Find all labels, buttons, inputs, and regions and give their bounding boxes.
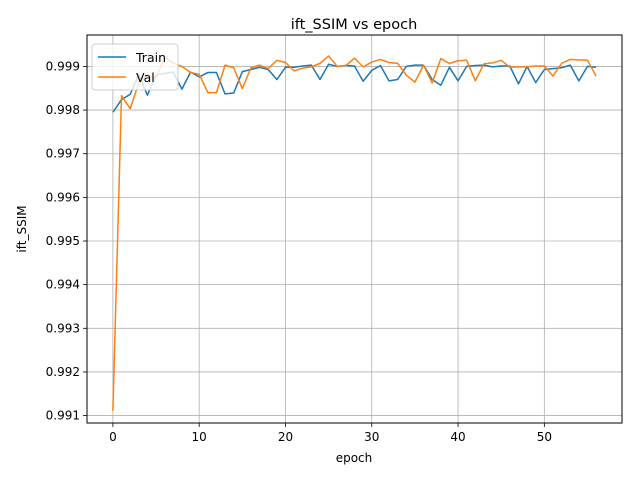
y-tick-label: 0.991 xyxy=(46,409,80,423)
legend-box xyxy=(91,43,179,91)
y-axis-label: ift_SSIM xyxy=(15,205,29,252)
y-axis: 0.991 0.992 0.993 0.994 0.995 0.996 0.997 0.998… xyxy=(46,59,87,423)
x-tick-label: 40 xyxy=(450,430,465,444)
x-tick-label: 50 xyxy=(537,430,552,444)
x-tick-label: 10 xyxy=(192,430,207,444)
x-tick-label: 0 xyxy=(109,430,117,444)
series-line-val xyxy=(112,55,597,411)
x-tick-label: 30 xyxy=(364,430,379,444)
x-axis: 0 10 20 30 40 50 xyxy=(109,423,552,444)
y-tick-label: 0.994 xyxy=(46,278,80,292)
legend: Train Val xyxy=(91,43,179,91)
y-tick-label: 0.999 xyxy=(46,59,80,73)
y-tick-label: 0.997 xyxy=(46,147,80,161)
legend-label-train: Train xyxy=(135,50,166,65)
chart-title: ift_SSIM vs epoch xyxy=(291,17,418,33)
series-layer xyxy=(112,55,597,411)
x-axis-label: epoch xyxy=(336,451,373,465)
y-tick-label: 0.996 xyxy=(46,190,80,204)
x-tick-label: 20 xyxy=(278,430,293,444)
y-tick-label: 0.993 xyxy=(46,321,80,335)
plot-frame xyxy=(86,34,623,424)
y-tick-label: 0.992 xyxy=(46,365,80,379)
legend-label-val: Val xyxy=(136,70,155,85)
y-tick-label: 0.998 xyxy=(46,103,80,117)
y-tick-label: 0.995 xyxy=(46,234,80,248)
